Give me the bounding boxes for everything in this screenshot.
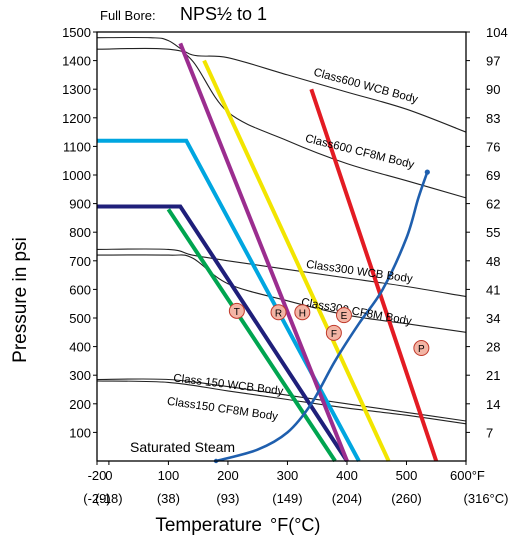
marker-label: F bbox=[331, 329, 337, 340]
y-tick-label-right: 48 bbox=[486, 254, 500, 269]
marker-circle bbox=[413, 340, 430, 357]
x-tick-label: 100 bbox=[158, 468, 180, 483]
chart-title-prefix: Full Bore: bbox=[100, 8, 156, 23]
y-tick-label-right: 76 bbox=[486, 139, 500, 154]
marker-circle bbox=[325, 324, 342, 341]
x-tick-label: 300 bbox=[277, 468, 299, 483]
marker-circle bbox=[294, 304, 311, 321]
x-tick-sublabel: (-18) bbox=[95, 491, 122, 506]
y-tick-label-left: 200 bbox=[69, 397, 91, 412]
marker-circle bbox=[270, 304, 287, 321]
x-tick-label: 400 bbox=[336, 468, 358, 483]
x-tick-label: 600°F bbox=[450, 468, 485, 483]
body-curve-3 bbox=[96, 254, 467, 333]
body-curve-0 bbox=[96, 36, 467, 133]
marker-f: F bbox=[325, 324, 342, 341]
x-axis-units: °F(°C) bbox=[270, 515, 320, 535]
seat-rating-lines bbox=[97, 42, 439, 463]
curve-label-1: Class600 CF8M Body bbox=[304, 133, 416, 172]
saturated-steam-label: Saturated Steam bbox=[130, 439, 235, 455]
seat-line-0 bbox=[97, 204, 349, 463]
y-axis-label: Pressure in psi bbox=[10, 237, 31, 363]
y-tick-label-right: 62 bbox=[486, 197, 500, 212]
y-tick-label-right: 34 bbox=[486, 311, 500, 326]
x-tick-sublabel: (93) bbox=[216, 491, 239, 506]
seat-line-5 bbox=[309, 88, 439, 462]
y-tick-label-right: 69 bbox=[486, 168, 500, 183]
y-axis-right: 7 14 21 28 34 41 48 55 62 69 76 83 90 97 104 bbox=[466, 25, 508, 440]
y-tick-label-right: 14 bbox=[486, 397, 500, 412]
x-tick-label: 200 bbox=[217, 468, 239, 483]
marker-h: H bbox=[294, 304, 311, 321]
marker-label: E bbox=[341, 311, 348, 322]
y-tick-label-left: 1400 bbox=[62, 54, 91, 69]
x-axis-label: Temperature bbox=[155, 515, 262, 536]
seat-line-1 bbox=[97, 138, 361, 462]
marker-label: H bbox=[299, 308, 306, 319]
y-tick-label-left: 1000 bbox=[62, 168, 91, 183]
y-tick-label-left: 400 bbox=[69, 340, 91, 355]
marker-e: E bbox=[335, 307, 352, 324]
seat-line-2 bbox=[166, 208, 337, 463]
y-tick-label-left: 800 bbox=[69, 225, 91, 240]
y-tick-label-left: 100 bbox=[69, 425, 91, 440]
y-tick-label-left: 300 bbox=[69, 368, 91, 383]
body-curve-4 bbox=[96, 378, 467, 422]
marker-p: P bbox=[413, 340, 430, 357]
plot-frame bbox=[96, 31, 467, 462]
y-tick-label-right: 83 bbox=[486, 111, 500, 126]
x-tick-label: 0 bbox=[105, 468, 112, 483]
marker-t: T bbox=[228, 302, 245, 319]
seat-markers: T R H EF P bbox=[228, 302, 430, 357]
y-tick-label-left: 500 bbox=[69, 311, 91, 326]
marker-circle bbox=[335, 307, 352, 324]
curve-label-4: Class 150 WCB Body bbox=[173, 372, 284, 397]
y-tick-label-right: 104 bbox=[486, 25, 508, 40]
x-tick-sublabel: (204) bbox=[332, 491, 362, 506]
marker-circle bbox=[228, 302, 245, 319]
y-tick-label-right: 21 bbox=[486, 368, 500, 383]
x-axis: -20 (-29) 0 (-18) 100 (38) 200 (93) 300 (149) 400 (… bbox=[83, 461, 508, 506]
marker-r: R bbox=[270, 304, 287, 321]
seat-line-4 bbox=[202, 59, 391, 462]
y-tick-label-left: 1100 bbox=[63, 139, 91, 154]
x-tick-sublabel: (-29) bbox=[83, 491, 110, 506]
y-tick-label-right: 55 bbox=[486, 225, 500, 240]
y-tick-label-left: 1200 bbox=[62, 111, 91, 126]
x-tick-sublabel: (38) bbox=[157, 491, 180, 506]
seat-line-3 bbox=[178, 42, 349, 462]
y-tick-label-left: 1500 bbox=[62, 25, 91, 40]
x-tick-sublabel: (316°C) bbox=[464, 491, 509, 506]
x-tick-label: 500 bbox=[396, 468, 418, 483]
marker-label: R bbox=[275, 308, 282, 319]
x-tick-sublabel: (260) bbox=[391, 491, 421, 506]
steam-end-dot bbox=[424, 169, 430, 175]
steam-line bbox=[215, 171, 429, 463]
body-curve-1 bbox=[96, 47, 467, 199]
y-tick-label-left: 700 bbox=[69, 254, 91, 269]
y-tick-label-right: 28 bbox=[486, 340, 500, 355]
y-axis-left: 100 200 300 400 500 600 700 800 900 1000 1100 1200 1… bbox=[62, 25, 97, 440]
y-tick-label-left: 1300 bbox=[62, 82, 91, 97]
chart-title: NPS½ to 1 bbox=[180, 4, 267, 24]
y-tick-label-right: 97 bbox=[486, 54, 500, 69]
curve-label-5: Class150 CF8M Body bbox=[166, 396, 279, 423]
y-tick-label-left: 900 bbox=[69, 197, 91, 212]
marker-label: P bbox=[418, 344, 425, 355]
x-tick-sublabel: (149) bbox=[272, 491, 302, 506]
marker-label: T bbox=[234, 307, 240, 318]
body-curve-5 bbox=[96, 380, 467, 425]
y-tick-label-right: 7 bbox=[486, 425, 493, 440]
y-tick-label-left: 600 bbox=[69, 282, 91, 297]
y-tick-label-right: 90 bbox=[486, 82, 500, 97]
curve-label-3: Class300 CF8M Body bbox=[300, 297, 412, 328]
y-tick-label-right: 41 bbox=[486, 282, 500, 297]
x-tick-label: -20 bbox=[88, 468, 107, 483]
